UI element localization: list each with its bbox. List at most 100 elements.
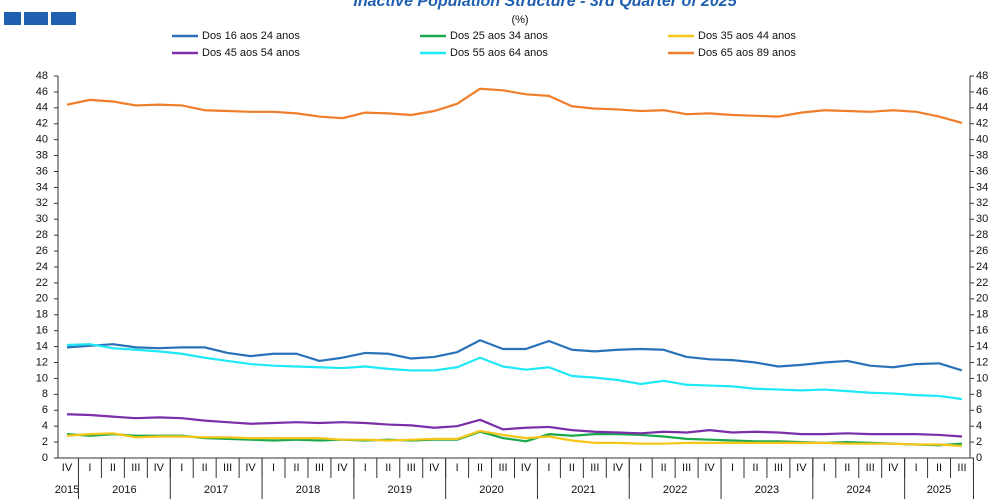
x-tick-label: I bbox=[823, 462, 826, 474]
x-tick-label: IV bbox=[337, 462, 348, 474]
x-tick-label: III bbox=[223, 462, 232, 474]
x-tick-label: IV bbox=[62, 462, 73, 474]
x-tick-label: II bbox=[752, 462, 758, 474]
y2-tick-label: 44 bbox=[976, 102, 988, 114]
legend-label: Dos 16 aos 24 anos bbox=[202, 30, 300, 42]
y2-tick-label: 16 bbox=[976, 325, 988, 337]
y-tick-label: 2 bbox=[42, 436, 48, 448]
x-tick-label: IV bbox=[704, 462, 715, 474]
series-line bbox=[66, 339, 963, 372]
y2-tick-label: 34 bbox=[976, 181, 988, 193]
y-tick-label: 38 bbox=[36, 149, 48, 161]
y-tick-label: 12 bbox=[36, 356, 48, 368]
x-tick-label: II bbox=[844, 462, 850, 474]
chart-subtitle: (%) bbox=[511, 14, 528, 26]
year-label: 2018 bbox=[296, 484, 320, 496]
legend-label: Dos 35 aos 44 anos bbox=[698, 30, 796, 42]
series-line bbox=[66, 413, 963, 438]
y-tick-label: 24 bbox=[36, 261, 48, 273]
x-tick-label: IV bbox=[796, 462, 807, 474]
logo-block bbox=[4, 12, 21, 25]
y2-tick-label: 20 bbox=[976, 293, 988, 305]
x-tick-label: II bbox=[477, 462, 483, 474]
y-tick-label: 0 bbox=[42, 452, 48, 464]
year-label: 2019 bbox=[388, 484, 412, 496]
y-tick-label: 10 bbox=[36, 372, 48, 384]
x-tick-label: I bbox=[547, 462, 550, 474]
y2-tick-label: 12 bbox=[976, 356, 988, 368]
x-tick-label: III bbox=[774, 462, 783, 474]
y2-tick-label: 14 bbox=[976, 340, 988, 352]
year-label: 2015 bbox=[55, 484, 79, 496]
y-tick-label: 20 bbox=[36, 293, 48, 305]
year-label: 2017 bbox=[204, 484, 228, 496]
chart-title: Inactive Population Structure - 3rd Quar… bbox=[353, 0, 737, 10]
y2-tick-label: 24 bbox=[976, 261, 988, 273]
y-tick-label: 16 bbox=[36, 325, 48, 337]
x-tick-label: II bbox=[293, 462, 299, 474]
y-tick-label: 48 bbox=[36, 70, 48, 82]
y2-tick-label: 40 bbox=[976, 134, 988, 146]
year-label: 2016 bbox=[112, 484, 136, 496]
x-tick-label: IV bbox=[521, 462, 532, 474]
x-tick-label: III bbox=[407, 462, 416, 474]
x-tick-label: III bbox=[315, 462, 324, 474]
y2-tick-label: 4 bbox=[976, 420, 982, 432]
x-tick-label: I bbox=[915, 462, 918, 474]
y-tick-label: 36 bbox=[36, 165, 48, 177]
y2-tick-label: 46 bbox=[976, 86, 988, 98]
series-line bbox=[66, 429, 963, 448]
y2-tick-label: 2 bbox=[976, 436, 982, 448]
x-tick-label: I bbox=[731, 462, 734, 474]
y2-tick-label: 28 bbox=[976, 229, 988, 241]
x-tick-label: III bbox=[682, 462, 691, 474]
y2-tick-label: 30 bbox=[976, 213, 988, 225]
y2-tick-label: 32 bbox=[976, 197, 988, 209]
series-line bbox=[66, 87, 963, 125]
y-tick-label: 14 bbox=[36, 340, 48, 352]
y2-tick-label: 6 bbox=[976, 404, 982, 416]
year-label: 2024 bbox=[846, 484, 870, 496]
y-tick-label: 6 bbox=[42, 404, 48, 416]
y-tick-label: 8 bbox=[42, 388, 48, 400]
y-tick-label: 46 bbox=[36, 86, 48, 98]
y2-tick-label: 8 bbox=[976, 388, 982, 400]
y-tick-label: 30 bbox=[36, 213, 48, 225]
logo-block bbox=[24, 12, 48, 25]
x-tick-label: III bbox=[590, 462, 599, 474]
y2-tick-label: 38 bbox=[976, 149, 988, 161]
x-tick-label: II bbox=[661, 462, 667, 474]
y2-tick-label: 48 bbox=[976, 70, 988, 82]
x-tick-label: IV bbox=[245, 462, 256, 474]
x-tick-label: IV bbox=[154, 462, 165, 474]
x-tick-label: I bbox=[180, 462, 183, 474]
y-tick-label: 4 bbox=[42, 420, 48, 432]
y2-tick-label: 0 bbox=[976, 452, 982, 464]
y-tick-label: 26 bbox=[36, 245, 48, 257]
legend-label: Dos 65 aos 89 anos bbox=[698, 47, 796, 59]
y2-tick-label: 36 bbox=[976, 165, 988, 177]
legend-label: Dos 55 aos 64 anos bbox=[450, 47, 548, 59]
y-tick-label: 40 bbox=[36, 134, 48, 146]
x-tick-label: I bbox=[364, 462, 367, 474]
x-tick-label: I bbox=[456, 462, 459, 474]
y2-tick-label: 22 bbox=[976, 277, 988, 289]
y-tick-label: 44 bbox=[36, 102, 48, 114]
x-tick-label: II bbox=[936, 462, 942, 474]
y2-tick-label: 42 bbox=[976, 118, 988, 130]
x-tick-label: I bbox=[88, 462, 91, 474]
x-tick-label: I bbox=[639, 462, 642, 474]
x-tick-label: III bbox=[957, 462, 966, 474]
y-tick-label: 28 bbox=[36, 229, 48, 241]
x-tick-label: III bbox=[866, 462, 875, 474]
logo-block bbox=[51, 12, 76, 25]
legend-label: Dos 25 aos 34 anos bbox=[450, 30, 548, 42]
x-tick-label: II bbox=[569, 462, 575, 474]
y-tick-label: 18 bbox=[36, 309, 48, 321]
year-label: 2020 bbox=[479, 484, 503, 496]
x-tick-label: IV bbox=[613, 462, 624, 474]
x-tick-label: III bbox=[498, 462, 507, 474]
year-label: 2023 bbox=[755, 484, 779, 496]
y2-tick-label: 18 bbox=[976, 309, 988, 321]
